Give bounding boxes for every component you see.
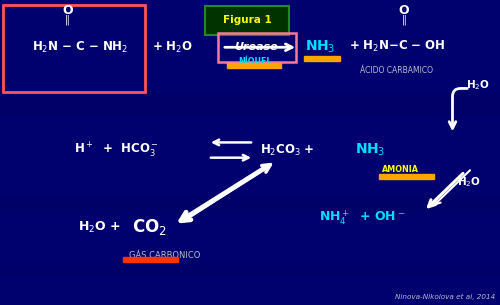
- Text: NH$_3$: NH$_3$: [305, 38, 336, 55]
- Text: H$_2$O: H$_2$O: [457, 175, 481, 189]
- Bar: [379, 174, 434, 179]
- Text: AMONIA: AMONIA: [382, 165, 419, 174]
- Text: Figura 1: Figura 1: [222, 16, 272, 25]
- Text: ‖: ‖: [65, 15, 70, 25]
- Text: + H$_2$N−C − OH: + H$_2$N−C − OH: [349, 39, 446, 54]
- Text: H$^+$  +  HCO$_3^-$: H$^+$ + HCO$_3^-$: [74, 141, 159, 160]
- FancyBboxPatch shape: [205, 6, 289, 35]
- Text: + H$_2$O: + H$_2$O: [152, 40, 194, 55]
- Text: NH$_4^+$  + OH$^-$: NH$_4^+$ + OH$^-$: [319, 209, 406, 228]
- Bar: [122, 257, 178, 262]
- Text: GÁS CARBONICO: GÁS CARBONICO: [130, 251, 200, 260]
- Text: H$_2$N − C − NH$_2$: H$_2$N − C − NH$_2$: [32, 40, 128, 55]
- FancyBboxPatch shape: [0, 195, 500, 214]
- Text: H$_2$CO$_3$ +: H$_2$CO$_3$ +: [260, 142, 316, 158]
- Text: H$_2$O: H$_2$O: [466, 78, 489, 92]
- Text: Ninova-Nikolova et al, 2014: Ninova-Nikolova et al, 2014: [395, 293, 495, 300]
- Text: O: O: [398, 4, 409, 17]
- Bar: [304, 56, 340, 61]
- Bar: [226, 63, 280, 68]
- FancyBboxPatch shape: [0, 259, 500, 274]
- Text: ÁCIDO CARBAMICO: ÁCIDO CARBAMICO: [360, 66, 433, 75]
- Text: Urease: Urease: [234, 42, 279, 52]
- Text: NH$_3$: NH$_3$: [355, 142, 386, 158]
- Text: CO$_2$: CO$_2$: [132, 217, 168, 237]
- Text: NÍQUEL: NÍQUEL: [238, 56, 272, 66]
- Text: H$_2$O +: H$_2$O +: [78, 220, 122, 235]
- Text: O: O: [62, 4, 73, 17]
- FancyBboxPatch shape: [0, 92, 500, 116]
- Text: ‖: ‖: [402, 15, 406, 25]
